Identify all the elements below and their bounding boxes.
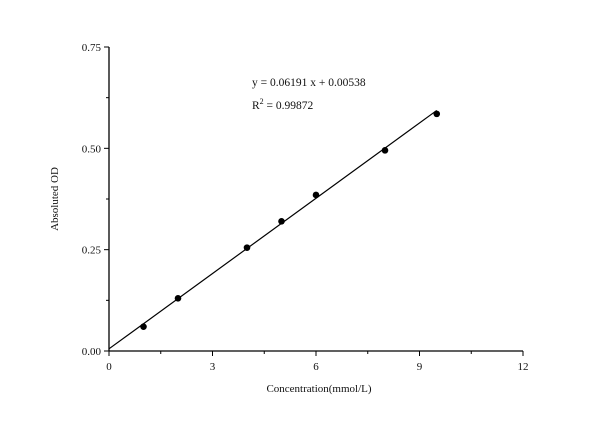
r-squared-annotation: R2 = 0.99872 (252, 97, 313, 112)
x-axis-label: Concentration(mmol/L) (266, 383, 371, 395)
data-point (140, 323, 147, 330)
equation-annotation: y = 0.06191 x + 0.00538 (252, 77, 366, 89)
y-tick-label: 0.50 (82, 143, 102, 155)
data-point (433, 110, 441, 118)
x-tick-label: 12 (518, 361, 529, 373)
y-axis-label: Absoluted OD (49, 167, 61, 231)
r2-prefix: R (252, 99, 260, 112)
data-point (278, 217, 285, 225)
x-tick-label: 0 (106, 361, 112, 373)
fit-line (108, 109, 438, 350)
data-point (381, 147, 389, 154)
data-point (312, 191, 320, 199)
y-tick-label: 0.25 (82, 245, 102, 257)
data-point (174, 295, 182, 302)
data-point (243, 244, 251, 251)
y-tick-label: 0.75 (82, 42, 102, 54)
r2-value: = 0.99872 (263, 99, 314, 112)
y-tick-label: 0.00 (82, 346, 102, 358)
r2-superscript: 2 (259, 97, 264, 106)
x-tick-label: 3 (210, 361, 216, 373)
x-tick-label: 6 (313, 361, 319, 373)
x-tick-label: 9 (417, 361, 423, 373)
